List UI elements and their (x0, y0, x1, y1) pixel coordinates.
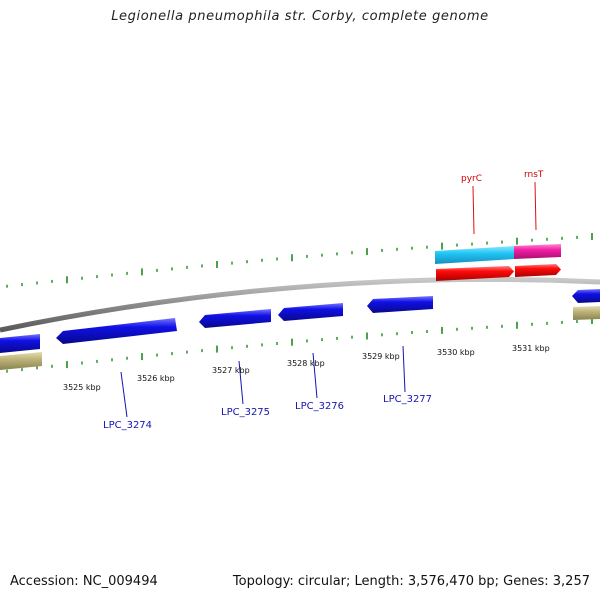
LPC_3274-cds-arrow (56, 318, 177, 344)
tick-label-3527: 3527 kbp (212, 366, 250, 375)
LPC_3276-cds-arrow (278, 303, 343, 321)
gene-label-pyrC: pyrC (461, 174, 482, 184)
tick-label-3531: 3531 kbp (512, 344, 550, 353)
pyrC-cds-arrow (436, 266, 514, 281)
map-title: Legionella pneumophila str. Corby, compl… (111, 9, 489, 24)
gene-label-rnsT: rnsT (524, 170, 544, 180)
LPC_3276-leader-line (312, 352, 318, 399)
cog-feature-right-edge (573, 306, 600, 320)
tick-label-3526: 3526 kbp (137, 374, 175, 383)
genome-backbone (0, 276, 600, 333)
rnsT-cog-feature (514, 244, 561, 259)
rnsT-leader-line (534, 181, 537, 231)
cog-feature-left-edge (0, 352, 42, 370)
cds-arrow-right-edge (572, 289, 600, 303)
rnsT-cds-arrow (515, 264, 561, 277)
LPC_3277-leader-line (402, 345, 406, 393)
pyrC-cog-feature (435, 246, 514, 264)
LPC_3275-cds-arrow (199, 309, 271, 328)
genome-summary-text: Topology: circular; Length: 3,576,470 bp… (232, 574, 590, 589)
LPC_3275-leader-line (238, 360, 244, 405)
tick-label-3529: 3529 kbp (362, 352, 400, 361)
tick-label-3525: 3525 kbp (63, 383, 101, 392)
gene-label-LPC_3274: LPC_3274 (103, 420, 152, 431)
outer-tick-track (6, 233, 593, 288)
LPC_3277-cds-arrow (367, 296, 433, 313)
tick-label-3530: 3530 kbp (437, 348, 475, 357)
gene-label-LPC_3277: LPC_3277 (383, 394, 432, 405)
cds-arrow-left-edge (0, 334, 40, 353)
inner-tick-track (6, 317, 593, 373)
gene-label-LPC_3276: LPC_3276 (295, 401, 344, 412)
pyrC-leader-line (472, 185, 475, 235)
gene-label-LPC_3275: LPC_3275 (221, 407, 270, 418)
LPC_3274-leader-line (120, 371, 128, 418)
accession-text: Accession: NC_009494 (10, 574, 158, 589)
tick-label-3528: 3528 kbp (287, 359, 325, 368)
